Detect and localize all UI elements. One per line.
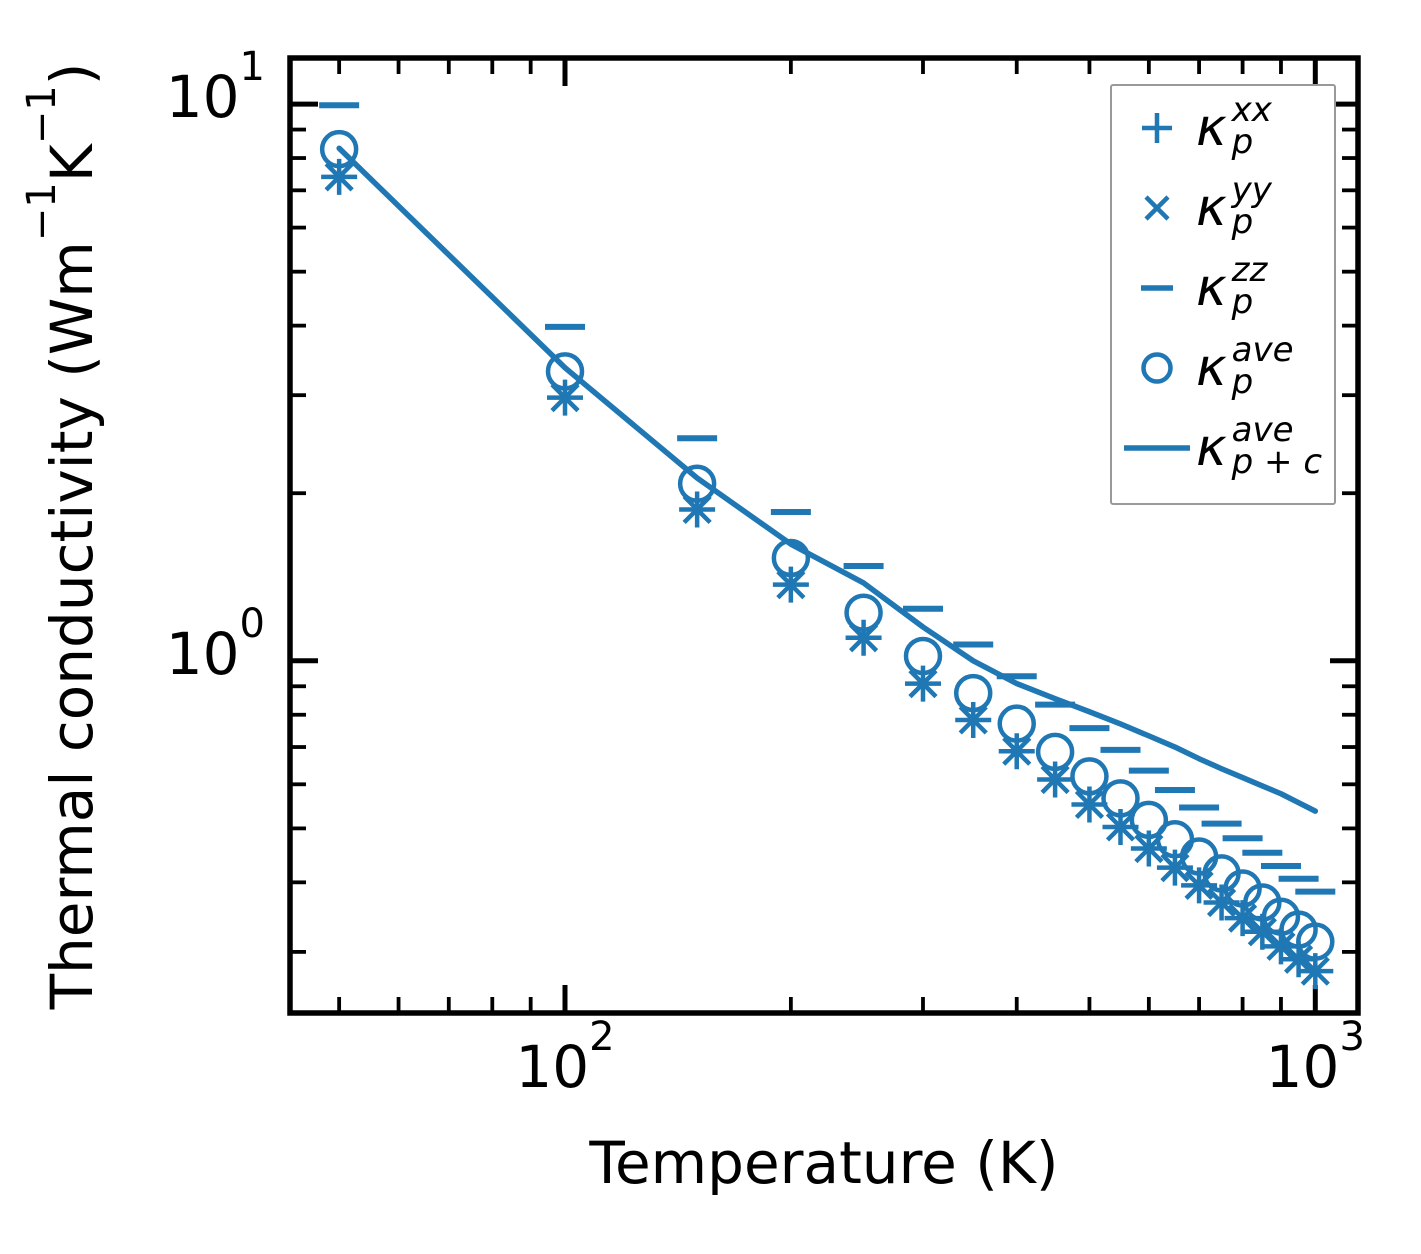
legend-label: κ xx p — [1196, 90, 1272, 162]
x-tick-exponent: 3 — [1339, 1013, 1365, 1060]
legend-label: κ zz p — [1196, 250, 1268, 322]
circle-marker-icon — [1141, 352, 1173, 384]
legend-label: κ ave p + c — [1196, 410, 1323, 482]
plot-frame — [287, 55, 1361, 1016]
line-marker-icon — [1124, 445, 1190, 451]
dash-marker-icon — [1141, 285, 1173, 291]
plus-marker-icon — [1142, 113, 1172, 143]
y-tick-exponent: 0 — [239, 600, 265, 647]
y-tick-exponent: 1 — [239, 43, 265, 90]
legend-label: κ ave p — [1196, 330, 1294, 402]
legend-item-kappa-p-zz: κ zz p — [1112, 248, 1334, 328]
y-tick-label-10: 101 — [165, 43, 265, 132]
series-kappa-p-yy — [324, 162, 1330, 986]
cross-marker-icon — [1144, 195, 1170, 221]
y-axis-label: Thermal conductivity (Wm−1K−1) — [18, 62, 106, 1009]
legend: κ xx p κ yy p κ zz p κ ave p κ ave p + c — [1110, 84, 1336, 505]
x-tick-label-1000: 103 — [1265, 1013, 1365, 1101]
axis-ticks — [290, 58, 1358, 1013]
x-tick-label-100: 102 — [515, 1013, 615, 1101]
legend-item-kappa-p-xx: κ xx p — [1112, 88, 1334, 168]
series-kappa-p-ave — [319, 129, 1335, 961]
legend-item-kappa-p-plus-c-ave: κ ave p + c — [1112, 408, 1334, 488]
legend-item-kappa-p-ave: κ ave p — [1112, 328, 1334, 408]
series-kappa-p-plus-c-ave-line — [336, 145, 1319, 814]
legend-label: κ yy p — [1196, 170, 1272, 242]
x-axis-label: Temperature (K) — [589, 1129, 1059, 1197]
legend-item-kappa-p-yy: κ yy p — [1112, 168, 1334, 248]
y-tick-label-1: 100 — [165, 600, 265, 688]
x-tick-exponent: 2 — [589, 1013, 615, 1060]
